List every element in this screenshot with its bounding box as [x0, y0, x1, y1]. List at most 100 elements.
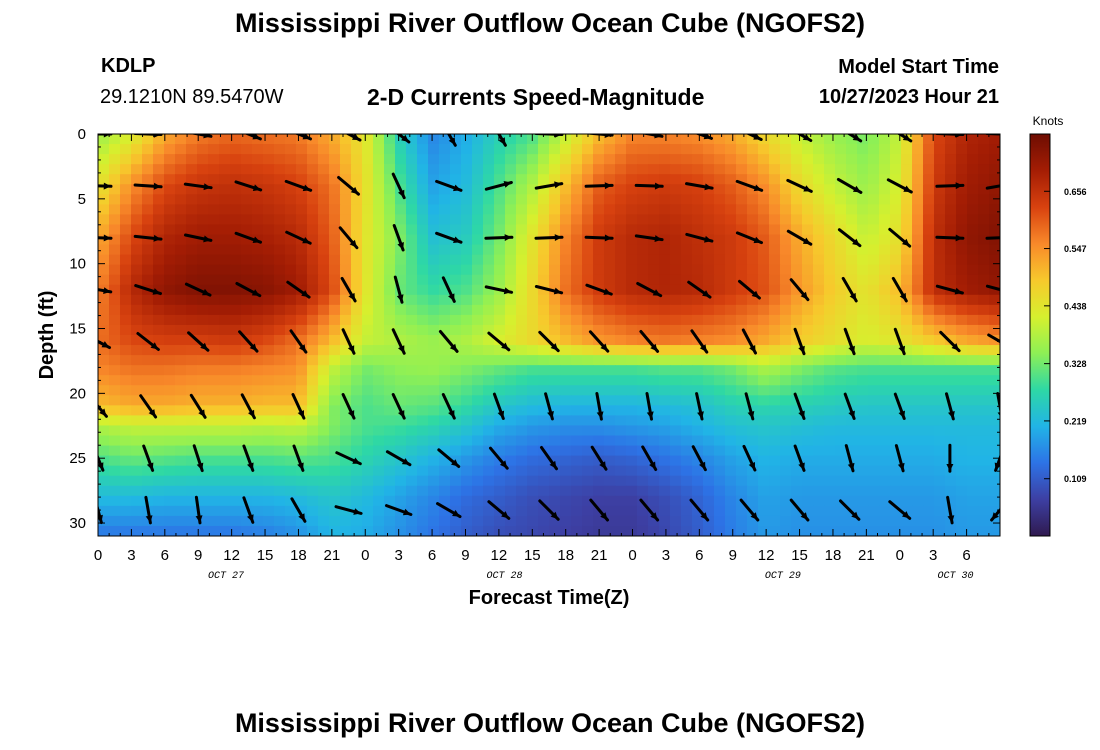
- heatmap-cell: [252, 365, 264, 376]
- heatmap-cell: [428, 244, 440, 256]
- heatmap-cell: [417, 455, 429, 467]
- heatmap-cell: [978, 515, 990, 527]
- heatmap-cell: [483, 365, 495, 376]
- heatmap-cell: [373, 304, 385, 316]
- heatmap-cell: [516, 385, 528, 396]
- current-arrow: [441, 276, 456, 303]
- heatmap-cell: [934, 435, 946, 447]
- heatmap-cell: [879, 375, 891, 386]
- heatmap-cell: [527, 385, 539, 396]
- heatmap-cell: [901, 314, 913, 326]
- heatmap-cell: [175, 435, 187, 447]
- heatmap-cell: [373, 274, 385, 286]
- heatmap-cell: [747, 475, 759, 487]
- heatmap-cell: [230, 254, 242, 266]
- heatmap-cell: [252, 385, 264, 396]
- heatmap-cell: [373, 465, 385, 477]
- heatmap-cell: [274, 134, 286, 145]
- heatmap-cell: [505, 144, 517, 155]
- heatmap-cell: [615, 415, 627, 427]
- heatmap-cell: [461, 375, 473, 386]
- heatmap-cell: [670, 385, 682, 396]
- date-label: OCT 29: [765, 571, 801, 582]
- heatmap-cell: [813, 264, 825, 276]
- heatmap-cell: [582, 375, 594, 386]
- heatmap-cell: [527, 204, 539, 215]
- heatmap-cell: [824, 415, 836, 427]
- heatmap-cell: [879, 194, 891, 205]
- heatmap-cell: [582, 425, 594, 437]
- heatmap-cell: [472, 345, 484, 356]
- heatmap-cell: [890, 515, 902, 527]
- heatmap-cell: [450, 375, 462, 386]
- heatmap-cell: [714, 184, 726, 195]
- heatmap-cell: [857, 495, 869, 507]
- heatmap-cell: [857, 144, 869, 155]
- heatmap-cell: [505, 375, 517, 386]
- heatmap-cell: [131, 435, 143, 447]
- heatmap-cell: [714, 375, 726, 386]
- heatmap-cell: [868, 415, 880, 427]
- heatmap-cell: [153, 224, 165, 236]
- heatmap-cell: [626, 254, 638, 266]
- heatmap-cell: [923, 194, 935, 205]
- heatmap-cell: [659, 214, 671, 226]
- heatmap-cell: [274, 284, 286, 296]
- heatmap-cell: [252, 154, 264, 165]
- heatmap-cell: [98, 264, 110, 276]
- heatmap-cell: [219, 485, 231, 497]
- heatmap-cell: [736, 254, 748, 266]
- heatmap-cell: [714, 304, 726, 316]
- heatmap-cell: [439, 324, 451, 336]
- heatmap-cell: [901, 304, 913, 316]
- heatmap-cell: [219, 505, 231, 517]
- heatmap-cell: [956, 284, 968, 296]
- heatmap-cell: [483, 465, 495, 477]
- heatmap-cell: [747, 495, 759, 507]
- heatmap-cell: [494, 395, 506, 406]
- heatmap-cell: [846, 174, 858, 185]
- heatmap-cell: [868, 184, 880, 195]
- heatmap-cell: [637, 154, 649, 165]
- heatmap-cell: [219, 304, 231, 316]
- heatmap-cell: [472, 204, 484, 215]
- current-arrow: [187, 331, 210, 352]
- heatmap-cell: [307, 385, 319, 396]
- heatmap-cell: [769, 274, 781, 286]
- heatmap-cell: [494, 465, 506, 477]
- heatmap-cell: [340, 244, 352, 256]
- heatmap-cell: [538, 134, 550, 145]
- heatmap-cell: [846, 324, 858, 336]
- heatmap-cell: [120, 294, 132, 306]
- heatmap-cell: [175, 304, 187, 316]
- heatmap-cell: [263, 405, 275, 416]
- heatmap-cell: [868, 525, 880, 536]
- heatmap-cell: [274, 254, 286, 266]
- heatmap-cell: [318, 415, 330, 427]
- heatmap-cell: [483, 505, 495, 517]
- heatmap-cell: [98, 445, 110, 457]
- heatmap-cell: [428, 214, 440, 226]
- heatmap-cell: [461, 174, 473, 185]
- heatmap-cell: [362, 284, 374, 296]
- heatmap-cell: [527, 324, 539, 336]
- heatmap-cell: [549, 264, 561, 276]
- heatmap-cell: [197, 304, 209, 316]
- heatmap-cell: [912, 214, 924, 226]
- heatmap-cell: [450, 224, 462, 236]
- heatmap-cell: [934, 244, 946, 256]
- heatmap-cell: [780, 144, 792, 155]
- heatmap-cell: [516, 224, 528, 236]
- heatmap-cell: [373, 154, 385, 165]
- heatmap-cell: [978, 134, 990, 145]
- x-tick-label: 15: [257, 547, 274, 564]
- heatmap-cell: [340, 515, 352, 527]
- heatmap-cell: [153, 164, 165, 175]
- heatmap-cell: [472, 435, 484, 447]
- heatmap-cell: [186, 214, 198, 226]
- heatmap-cell: [329, 294, 341, 306]
- heatmap-cell: [703, 174, 715, 185]
- heatmap-cell: [780, 445, 792, 457]
- heatmap-cell: [384, 154, 396, 165]
- heatmap-cell: [736, 515, 748, 527]
